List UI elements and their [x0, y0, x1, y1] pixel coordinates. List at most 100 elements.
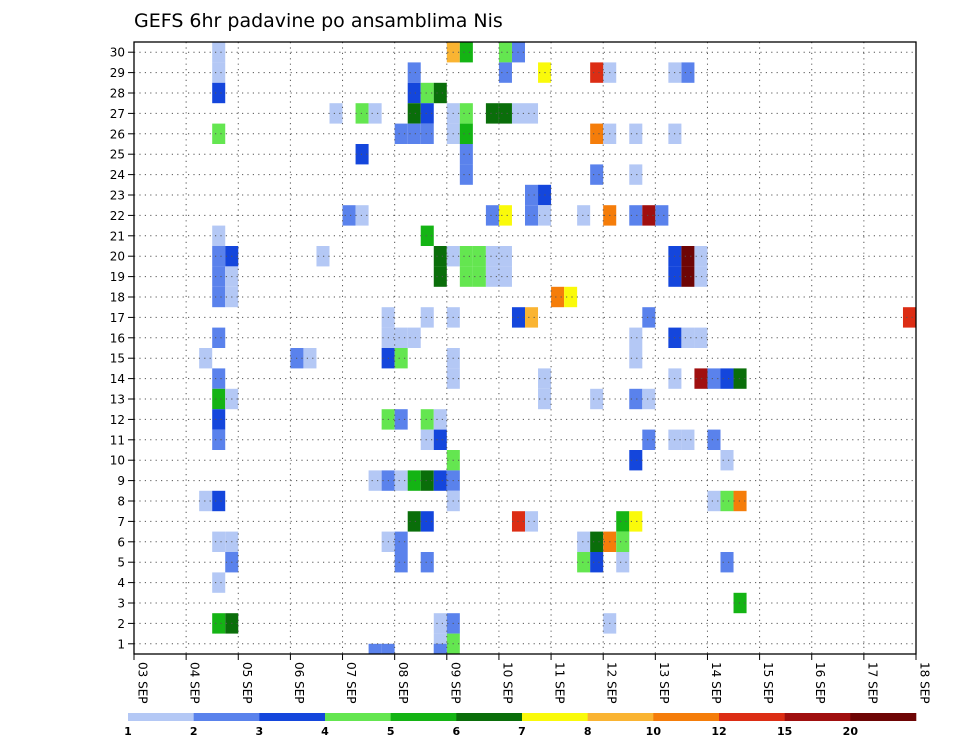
heatmap-cell [498, 103, 512, 124]
heatmap-cell [212, 531, 226, 552]
heatmap-cell [316, 246, 330, 267]
heatmap-cell [433, 429, 447, 450]
heatmap-cell [720, 552, 734, 573]
x-tick-label: 14 SEP [709, 662, 723, 704]
heatmap-cell [733, 368, 747, 389]
heatmap-cell [485, 266, 499, 287]
heatmap-cell [420, 103, 434, 124]
heatmap-cell [707, 490, 721, 512]
y-tick-label: 30 [110, 46, 125, 60]
heatmap-cell [577, 205, 591, 226]
heatmap-cell [590, 531, 604, 552]
heatmap-cell [420, 123, 434, 144]
heatmap-cell [212, 613, 226, 634]
x-tick-label: 12 SEP [605, 662, 619, 704]
heatmap-cell [629, 205, 643, 226]
y-tick-label: 27 [110, 107, 125, 121]
colorbar-segment [587, 713, 654, 721]
heatmap-cell [485, 205, 499, 226]
heatmap-cell [590, 388, 604, 410]
heatmap-cell [433, 82, 447, 104]
y-axis: 1234567891011121314151617181920212223242… [110, 46, 134, 651]
heatmap-cell [459, 42, 473, 63]
y-tick-label: 6 [117, 535, 125, 549]
colorbar-label: 12 [711, 725, 726, 738]
heatmap-cell [642, 388, 656, 410]
heatmap-cell [407, 123, 421, 144]
heatmap-cell [720, 490, 734, 512]
x-tick-label: 10 SEP [500, 662, 514, 704]
heatmap-cell [590, 123, 604, 144]
heatmap-cell [368, 470, 382, 491]
x-tick-label: 06 SEP [292, 662, 306, 704]
y-tick-label: 15 [110, 352, 125, 366]
y-tick-label: 18 [110, 291, 125, 305]
y-tick-label: 13 [110, 393, 125, 407]
heatmap-cell [642, 429, 656, 450]
y-tick-label: 25 [110, 148, 125, 162]
heatmap-cell [212, 327, 226, 348]
heatmap-cell [394, 123, 408, 144]
colorbar-segment [193, 713, 260, 721]
heatmap-cell [629, 450, 643, 471]
grid-lines [134, 42, 916, 654]
heatmap-cell [629, 164, 643, 185]
colorbar: 1 2 3 4 5 6 7 8 10 12 15 20 [124, 713, 917, 738]
x-tick-label: 05 SEP [240, 662, 254, 704]
heatmap-cell [616, 552, 630, 573]
colorbar-segment [719, 713, 785, 721]
heatmap-cell [498, 266, 512, 287]
heatmap-cell [420, 511, 434, 532]
heatmap-cells [199, 42, 916, 654]
heatmap-cell [459, 144, 473, 165]
heatmap-cell [212, 225, 226, 246]
heatmap-cell [420, 307, 434, 328]
heatmap-cell [694, 368, 708, 389]
y-tick-label: 8 [117, 495, 125, 509]
heatmap-cell [629, 388, 643, 410]
heatmap-cell [212, 123, 226, 144]
heatmap-cell [472, 246, 486, 267]
heatmap-cell [902, 307, 916, 328]
colorbar-segment [522, 713, 588, 721]
colorbar-segment [653, 713, 720, 721]
heatmap-cell [459, 246, 473, 267]
heatmap-cell [212, 82, 226, 104]
colorbar-label: 3 [256, 725, 264, 738]
heatmap-cell [433, 613, 447, 634]
heatmap-cell [629, 327, 643, 348]
heatmap-cell [433, 470, 447, 491]
colorbar-segment [456, 713, 523, 721]
heatmap-cell [642, 307, 656, 328]
heatmap-cell [199, 348, 213, 369]
colorbar-label: 15 [777, 725, 792, 738]
heatmap-cell [355, 144, 369, 165]
heatmap-cell [212, 246, 226, 267]
heatmap-cell [212, 266, 226, 287]
heatmap-cell [420, 409, 434, 430]
x-tick-label: 16 SEP [813, 662, 827, 704]
y-tick-label: 12 [110, 413, 125, 427]
heatmap-cell [420, 225, 434, 246]
heatmap-cell [720, 368, 734, 389]
heatmap-cell [420, 429, 434, 450]
heatmap-cell [433, 266, 447, 287]
heatmap-cell [212, 429, 226, 450]
heatmap-cell [629, 511, 643, 532]
x-tick-label: 09 SEP [448, 662, 462, 704]
y-tick-label: 24 [110, 168, 125, 182]
y-tick-label: 29 [110, 66, 125, 80]
heatmap-cell [694, 266, 708, 287]
heatmap-cell [394, 470, 408, 491]
colorbar-segment [128, 713, 194, 721]
heatmap-cell [616, 531, 630, 552]
colorbar-label: 1 [124, 725, 132, 738]
y-tick-label: 17 [110, 311, 125, 325]
y-tick-label: 10 [110, 454, 125, 468]
heatmap-cell [407, 327, 421, 348]
heatmap-cell [681, 266, 695, 287]
heatmap-cell [590, 164, 604, 185]
heatmap-cell [394, 409, 408, 430]
heatmap-cell [355, 205, 369, 226]
